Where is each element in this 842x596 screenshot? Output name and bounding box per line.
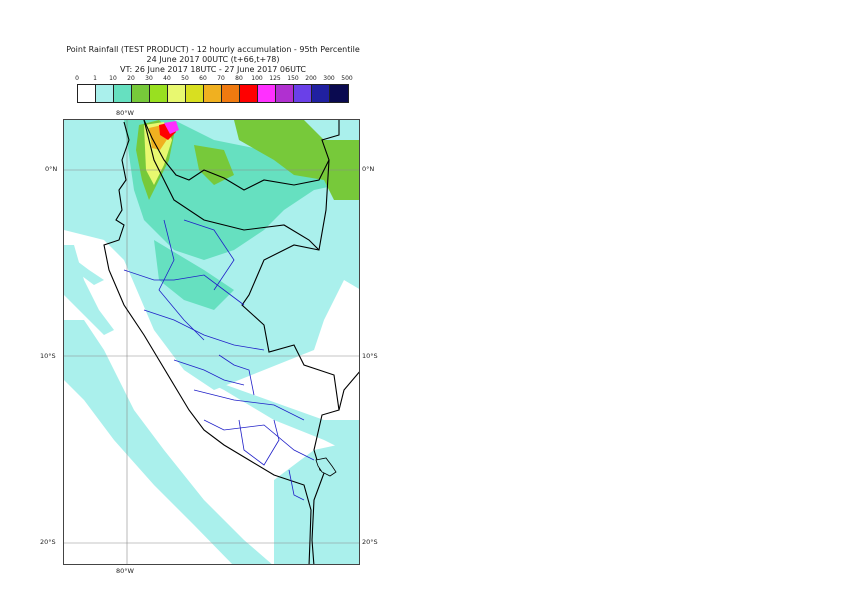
dept-line-10 (288, 469, 305, 501)
dept-line-3 (143, 309, 265, 351)
legend-color-box (276, 85, 294, 102)
color-legend: 0 1 10 20 30 40 50 60 70 80 100 125 150 200 300 500 (75, 75, 353, 105)
rain-area-magenta (164, 121, 179, 134)
legend-color-box (168, 85, 186, 102)
legend-tick-label: 80 (235, 75, 243, 82)
legend-color-box (150, 85, 168, 102)
coastline-north (143, 120, 340, 191)
legend-tick-label: 30 (145, 75, 153, 82)
legend-color-box (258, 85, 276, 102)
border-peru-bolivia (311, 464, 328, 564)
dept-line-2 (123, 269, 245, 306)
lake-titicaca (315, 457, 337, 477)
dept-line-8 (218, 354, 255, 396)
lat-label-20-right: 20°S (362, 538, 378, 546)
dept-line-6 (203, 419, 315, 461)
legend-tick-label: 125 (269, 75, 281, 82)
lat-label-0-right: 0°N (362, 165, 375, 173)
lat-label-20-left: 20°S (40, 538, 56, 546)
legend-color-box (204, 85, 222, 102)
lat-label-0-left: 0°N (45, 165, 58, 173)
border-ecuador (143, 120, 320, 251)
coastline-borders (103, 120, 359, 564)
rain-area-light (64, 120, 359, 564)
legend-color-box (78, 85, 96, 102)
border-east (338, 371, 359, 411)
legend-color-box (240, 85, 258, 102)
rain-area-teal-2 (154, 240, 234, 310)
rain-area-green-mid (194, 145, 234, 185)
graticule (64, 120, 359, 564)
legend-tick-label: 150 (287, 75, 299, 82)
rainfall-field (64, 120, 359, 564)
rain-area-teal (124, 120, 359, 260)
legend-color-box (114, 85, 132, 102)
lat-label-10-right: 10°S (362, 352, 378, 360)
legend-tick-label: 70 (217, 75, 225, 82)
legend-tick-label: 0 (75, 75, 79, 82)
chart-subtitle-validity: VT: 26 June 2017 18UTC - 27 June 2017 06… (120, 65, 306, 74)
department-boundaries (123, 219, 315, 501)
legend-color-boxes (77, 84, 349, 103)
dept-line-9 (183, 219, 235, 291)
dept-line-7 (238, 419, 280, 466)
rainfall-map (63, 119, 360, 565)
lat-label-10-left: 10°S (40, 352, 56, 360)
legend-tick-label: 200 (305, 75, 317, 82)
dept-line-5 (193, 389, 305, 421)
legend-tick-label: 500 (341, 75, 353, 82)
legend-color-box (186, 85, 204, 102)
legend-tick-label: 40 (163, 75, 171, 82)
chart-title: Point Rainfall (TEST PRODUCT) - 12 hourl… (66, 45, 360, 54)
legend-tick-label: 10 (109, 75, 117, 82)
legend-color-box (222, 85, 240, 102)
dept-line-1 (158, 219, 205, 341)
legend-tick-label: 300 (323, 75, 335, 82)
chart-subtitle-run: 24 June 2017 00UTC (t+66,t+78) (146, 55, 280, 64)
legend-color-box (96, 85, 114, 102)
legend-tick-label: 20 (127, 75, 135, 82)
lon-label-top: 80°W (116, 109, 134, 117)
legend-tick-label: 60 (199, 75, 207, 82)
legend-color-box (294, 85, 312, 102)
coastline-peru (103, 121, 312, 564)
rain-area-inland (184, 370, 359, 450)
legend-tick-label: 100 (251, 75, 263, 82)
dept-line-4 (173, 359, 245, 386)
legend-tick-label: 1 (93, 75, 97, 82)
legend-color-box (132, 85, 150, 102)
legend-tick-label: 50 (181, 75, 189, 82)
lon-label-bottom: 80°W (116, 567, 134, 575)
legend-color-box (330, 85, 348, 102)
rain-area-ocean-1 (64, 320, 272, 564)
map-svg (64, 120, 359, 564)
legend-color-box (312, 85, 330, 102)
rain-area-ocean-3 (69, 255, 104, 285)
